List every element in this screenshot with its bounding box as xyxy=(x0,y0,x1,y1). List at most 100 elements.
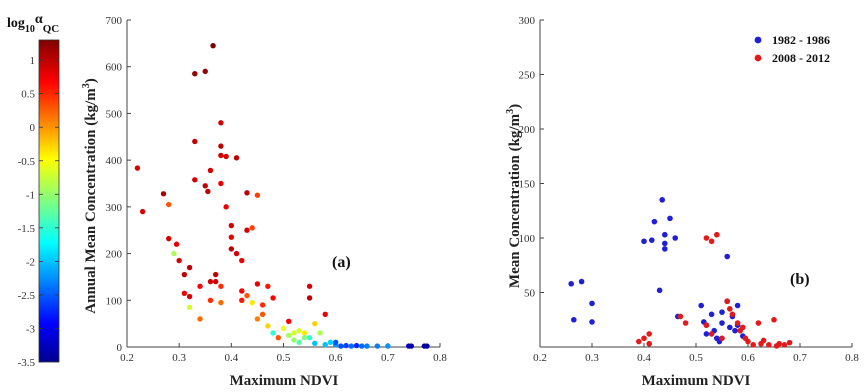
scatter-point-2008-2012 xyxy=(703,235,710,241)
scatter-point xyxy=(244,227,250,233)
scatter-point-1982-1986 xyxy=(734,302,741,309)
scatter-point xyxy=(254,316,261,322)
scatter-point xyxy=(254,192,261,198)
legend-marker-1982 xyxy=(754,36,762,44)
y-tick-label: 200 xyxy=(519,124,536,136)
scatter-point xyxy=(239,288,245,294)
legend-label-1982: 1982 - 1986 xyxy=(772,33,830,47)
scatter-point xyxy=(385,343,391,349)
scatter-point-2008-2012 xyxy=(703,322,710,329)
scatter-point xyxy=(270,330,276,336)
scatter-point xyxy=(275,334,281,341)
scatter-point-2008-2012 xyxy=(771,316,777,323)
scatter-point xyxy=(202,68,208,75)
scatter-point xyxy=(296,339,302,346)
scatter-point-1982-1986 xyxy=(703,331,710,337)
scatter-point-2008-2012 xyxy=(682,320,689,326)
scatter-point xyxy=(265,323,271,329)
scatter-point xyxy=(223,153,229,160)
x-tick-label: 0.8 xyxy=(845,352,859,364)
scatter-point xyxy=(173,241,180,247)
scatter-point-1982-1986 xyxy=(659,197,665,203)
scatter-point xyxy=(228,234,235,240)
colorbar-tick-label: 0.5 xyxy=(21,89,35,101)
scatter-point xyxy=(218,120,224,126)
y-tick-label: 200 xyxy=(106,249,123,261)
x-tick-label: 0.2 xyxy=(120,352,134,364)
scatter-point-2008-2012 xyxy=(760,337,767,344)
colorbar-tick-label: -1.5 xyxy=(18,223,36,235)
scatter-point-2008-2012 xyxy=(786,339,793,346)
scatter-point xyxy=(259,311,266,317)
scatter-point-2008-2012 xyxy=(641,335,647,342)
scatter-point xyxy=(286,332,292,339)
y-tick-label: 300 xyxy=(519,15,536,27)
scatter-point-2008-2012 xyxy=(750,342,756,348)
scatter-point-2008-2012 xyxy=(724,298,730,305)
scatter-point-2008-2012 xyxy=(646,331,652,337)
y-tick-label: 700 xyxy=(106,15,123,27)
scatter-point xyxy=(192,71,198,77)
scatter-point xyxy=(259,302,266,308)
scatter-point xyxy=(424,343,430,349)
scatter-point xyxy=(322,341,328,348)
x-tick-label: 0.3 xyxy=(585,352,599,364)
y-tick-label: 0 xyxy=(117,342,123,354)
panel-b-ylabel: Mean Concentration (kg/m3) xyxy=(505,104,523,288)
scatter-point-1982-1986 xyxy=(719,320,725,326)
panel-b-xlabel: Maximum NDVI xyxy=(642,373,751,389)
scatter-point xyxy=(228,246,235,252)
panel-a-label: (a) xyxy=(332,254,351,271)
scatter-point xyxy=(218,299,224,306)
y-tick-label: 500 xyxy=(106,108,123,120)
scatter-point-2008-2012 xyxy=(740,324,746,331)
scatter-point xyxy=(306,295,313,301)
scatter-point-1982-1986 xyxy=(708,311,715,318)
y-tick-label: 250 xyxy=(519,70,536,82)
scatter-point xyxy=(270,295,276,301)
scatter-point xyxy=(359,343,365,349)
scatter-point xyxy=(296,327,302,334)
scatter-point xyxy=(218,143,224,149)
colorbar-tick-label: 1 xyxy=(30,55,36,67)
colorbar-gradient xyxy=(38,39,60,363)
scatter-point-1982-1986 xyxy=(667,215,673,222)
scatter-point xyxy=(197,316,203,322)
scatter-point xyxy=(134,165,141,171)
scatter-point-2008-2012 xyxy=(745,338,751,345)
scatter-point xyxy=(166,201,172,208)
scatter-point xyxy=(306,283,313,289)
scatter-point xyxy=(301,330,308,336)
scatter-point xyxy=(312,320,318,327)
scatter-point xyxy=(244,190,250,196)
colorbar-tick-label: -1 xyxy=(26,189,35,201)
scatter-point xyxy=(322,311,328,317)
scatter-point xyxy=(249,225,255,231)
scatter-point-2008-2012 xyxy=(677,313,684,320)
y-tick-label: 150 xyxy=(519,179,536,191)
scatter-point xyxy=(212,278,219,285)
scatter-point-2008-2012 xyxy=(714,231,720,238)
scatter-point xyxy=(332,339,339,346)
scatter-point-1982-1986 xyxy=(672,235,678,241)
scatter-point xyxy=(233,155,240,161)
scatter-point-1982-1986 xyxy=(578,278,585,285)
x-tick-label: 0.4 xyxy=(224,352,238,364)
scatter-point xyxy=(218,152,224,159)
scatter-point xyxy=(338,343,344,349)
scatter-point xyxy=(139,208,146,215)
y-tick-label: 100 xyxy=(106,295,123,307)
scatter-point-2008-2012 xyxy=(773,343,780,349)
scatter-point xyxy=(408,343,415,349)
scatter-point xyxy=(280,325,287,332)
scatter-point xyxy=(364,343,370,349)
scatter-point-1982-1986 xyxy=(649,237,655,243)
scatter-point-1982-1986 xyxy=(662,240,668,247)
x-tick-label: 0.3 xyxy=(172,352,186,364)
y-tick-label: 50 xyxy=(524,288,536,300)
legend-label-2008: 2008 - 2012 xyxy=(772,51,830,65)
scatter-point xyxy=(205,188,211,195)
scatter-point-1982-1986 xyxy=(589,300,595,307)
colorbar-tick-label: -3 xyxy=(26,323,36,335)
